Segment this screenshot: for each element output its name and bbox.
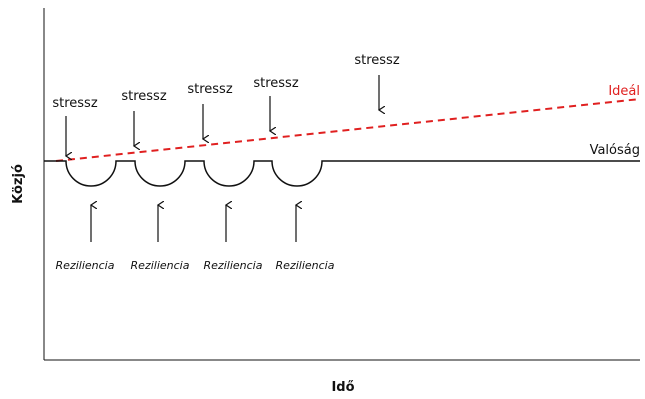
stress-label: stressz [52,96,97,111]
stress-label: stressz [121,89,166,104]
y-axis-title: Közjó [11,164,26,204]
resilience-label: Reziliencia [204,259,263,272]
stress-label: stressz [354,53,399,68]
stress-label: stressz [253,76,298,91]
resilience-label: Reziliencia [131,259,190,272]
resilience-label: Reziliencia [276,259,335,272]
reality-line [44,160,640,187]
ideal-line [55,98,641,162]
stress-label: stressz [187,82,232,97]
ideal-label: Ideál [608,84,640,99]
resilience-label: Reziliencia [56,259,115,272]
reality-label: Valóság [590,143,640,158]
x-axis-title: Idő [331,380,354,395]
